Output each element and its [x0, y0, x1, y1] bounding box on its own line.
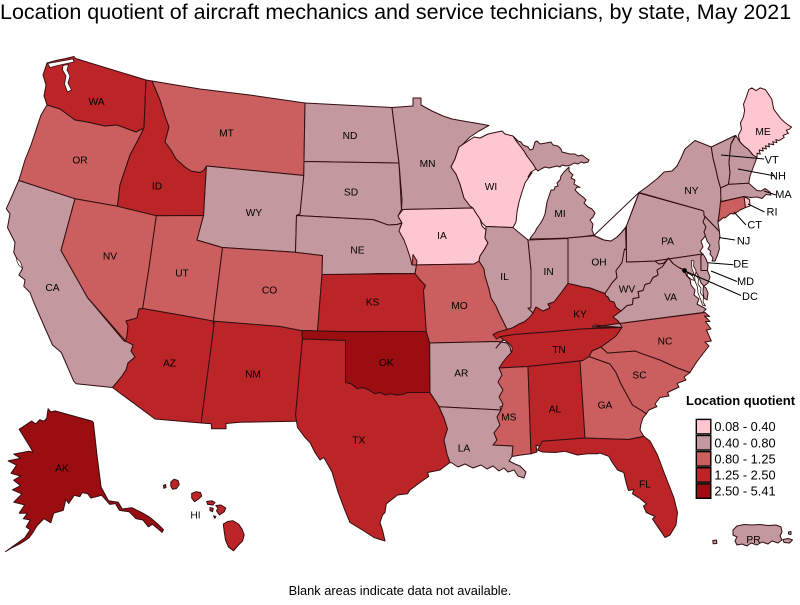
svg-text:NC: NC: [658, 337, 673, 348]
svg-text:NV: NV: [103, 252, 117, 263]
svg-text:IL: IL: [500, 272, 509, 283]
svg-text:MT: MT: [219, 129, 234, 140]
svg-text:MN: MN: [420, 159, 436, 170]
svg-text:KY: KY: [573, 310, 587, 321]
svg-text:AK: AK: [55, 464, 69, 475]
svg-text:MS: MS: [501, 413, 516, 424]
svg-text:NE: NE: [350, 246, 364, 257]
svg-text:CA: CA: [45, 283, 59, 294]
svg-text:SD: SD: [344, 188, 358, 199]
svg-text:MA: MA: [775, 189, 792, 201]
svg-text:AR: AR: [454, 369, 468, 380]
svg-text:OR: OR: [72, 156, 87, 167]
svg-text:AZ: AZ: [163, 359, 176, 370]
svg-text:MO: MO: [451, 301, 467, 312]
svg-text:PA: PA: [661, 237, 674, 248]
svg-text:VA: VA: [664, 293, 677, 304]
svg-text:ID: ID: [152, 182, 162, 193]
svg-text:UT: UT: [175, 269, 189, 280]
svg-text:IN: IN: [544, 267, 554, 278]
svg-text:ND: ND: [343, 131, 358, 142]
svg-text:0.80 - 1.25: 0.80 - 1.25: [714, 451, 775, 466]
svg-text:MD: MD: [737, 276, 754, 288]
svg-text:GA: GA: [598, 401, 613, 412]
svg-text:Location quotient: Location quotient: [686, 393, 796, 408]
svg-text:0.08 - 0.40: 0.08 - 0.40: [714, 419, 775, 434]
svg-text:VT: VT: [765, 154, 779, 166]
svg-text:ME: ME: [755, 127, 770, 138]
svg-text:WV: WV: [619, 285, 636, 296]
svg-text:NJ: NJ: [737, 235, 750, 247]
svg-text:NM: NM: [245, 370, 261, 381]
svg-text:CT: CT: [747, 219, 762, 231]
svg-text:WA: WA: [88, 97, 104, 108]
svg-text:FL: FL: [639, 480, 651, 491]
svg-text:SC: SC: [632, 371, 646, 382]
svg-text:OK: OK: [379, 358, 394, 369]
svg-text:1.25 - 2.50: 1.25 - 2.50: [714, 468, 775, 483]
svg-text:PR: PR: [746, 535, 760, 546]
svg-text:NY: NY: [684, 186, 698, 197]
svg-text:IA: IA: [437, 231, 447, 242]
svg-text:WY: WY: [246, 208, 263, 219]
svg-text:DC: DC: [742, 291, 758, 303]
svg-text:NH: NH: [770, 170, 786, 182]
svg-text:TX: TX: [352, 436, 365, 447]
svg-text:AL: AL: [549, 405, 562, 416]
svg-text:MI: MI: [554, 209, 565, 220]
svg-text:CO: CO: [262, 286, 277, 297]
svg-text:WI: WI: [485, 182, 497, 193]
svg-text:TN: TN: [552, 345, 566, 356]
svg-text:HI: HI: [190, 511, 200, 522]
svg-text:2.50 - 5.41: 2.50 - 5.41: [714, 484, 775, 499]
svg-text:KS: KS: [366, 298, 380, 309]
svg-text:0.40 - 0.80: 0.40 - 0.80: [714, 435, 775, 450]
svg-text:LA: LA: [458, 444, 471, 455]
svg-text:DE: DE: [733, 258, 748, 270]
svg-text:RI: RI: [767, 206, 778, 218]
svg-text:OH: OH: [591, 258, 606, 269]
